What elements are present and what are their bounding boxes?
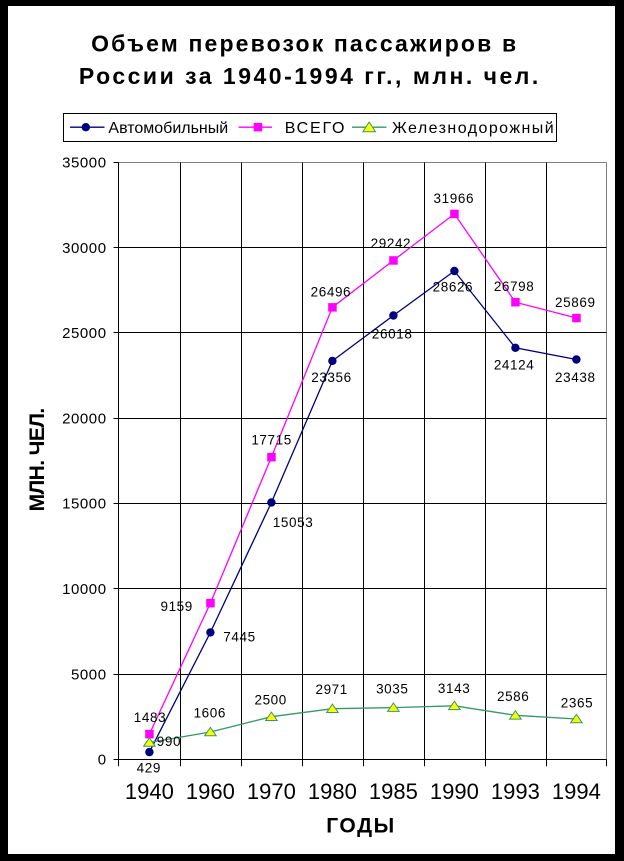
svg-text:17715: 17715	[251, 433, 292, 448]
svg-text:ВСЕГО: ВСЕГО	[285, 120, 347, 137]
svg-text:Железнодорожный: Железнодорожный	[392, 120, 555, 137]
svg-text:1483: 1483	[134, 710, 166, 725]
svg-text:5000: 5000	[71, 666, 107, 683]
svg-text:15000: 15000	[62, 496, 106, 513]
svg-text:1993: 1993	[491, 779, 540, 804]
svg-text:1960: 1960	[186, 779, 235, 804]
svg-text:24124: 24124	[494, 357, 535, 372]
svg-text:31966: 31966	[434, 191, 475, 206]
svg-text:26018: 26018	[372, 327, 413, 342]
svg-text:0: 0	[98, 752, 107, 769]
svg-text:23438: 23438	[555, 370, 596, 385]
svg-text:990: 990	[157, 734, 181, 749]
svg-text:России за 1940-1994 гг., млн.: России за 1940-1994 гг., млн. чел.	[79, 63, 541, 89]
svg-text:25869: 25869	[555, 295, 596, 310]
svg-text:1980: 1980	[308, 779, 357, 804]
svg-text:1990: 1990	[430, 779, 479, 804]
svg-text:29242: 29242	[371, 236, 412, 251]
svg-text:1985: 1985	[369, 779, 418, 804]
svg-text:1606: 1606	[194, 706, 226, 721]
svg-text:30000: 30000	[62, 240, 106, 257]
svg-text:28626: 28626	[433, 280, 474, 295]
svg-text:1994: 1994	[552, 779, 601, 804]
svg-text:7445: 7445	[223, 630, 255, 645]
svg-text:26496: 26496	[311, 284, 352, 299]
svg-text:2500: 2500	[254, 693, 286, 708]
svg-text:Объем перевозок пассажиров в: Объем перевозок пассажиров в	[91, 31, 518, 57]
svg-text:2971: 2971	[315, 682, 347, 697]
svg-text:35000: 35000	[62, 155, 106, 172]
svg-text:3143: 3143	[438, 681, 470, 696]
svg-text:МЛН. ЧЕЛ.: МЛН. ЧЕЛ.	[26, 408, 49, 511]
svg-text:23356: 23356	[311, 370, 352, 385]
svg-text:429: 429	[137, 761, 161, 776]
svg-text:1970: 1970	[247, 779, 296, 804]
svg-text:2586: 2586	[497, 689, 529, 704]
svg-text:26798: 26798	[494, 279, 535, 294]
svg-text:10000: 10000	[62, 581, 106, 598]
svg-text:20000: 20000	[62, 410, 106, 427]
svg-text:2365: 2365	[561, 695, 593, 710]
svg-text:9159: 9159	[160, 599, 192, 614]
svg-text:3035: 3035	[376, 681, 408, 696]
svg-text:15053: 15053	[273, 515, 314, 530]
svg-text:ГОДЫ: ГОДЫ	[326, 815, 396, 838]
svg-text:Автомобильный: Автомобильный	[108, 120, 228, 137]
svg-text:25000: 25000	[62, 325, 106, 342]
svg-text:1940: 1940	[125, 779, 174, 804]
